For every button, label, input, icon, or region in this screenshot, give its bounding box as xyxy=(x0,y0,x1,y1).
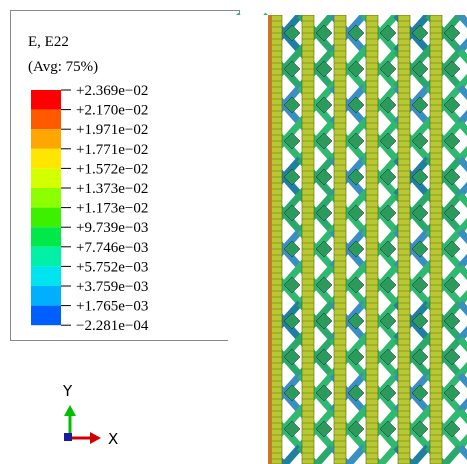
legend-label: +1.572e−02 xyxy=(76,161,148,177)
mesh-clip-left xyxy=(228,15,268,464)
color-band xyxy=(31,306,61,326)
z-axis-marker xyxy=(64,433,72,441)
color-band xyxy=(31,149,61,169)
page: {"legend": { "title": "E, E22", "subtitl… xyxy=(0,0,467,464)
diagonal-strut xyxy=(460,447,467,464)
axis-triad: Y X xyxy=(62,382,118,448)
legend-label: +1.173e−02 xyxy=(76,201,148,217)
viewport: E, E22 (Avg: 75%) +2.369e−02 +2.170e−02 +1… xyxy=(0,0,467,464)
color-band xyxy=(31,266,61,286)
color-band xyxy=(31,247,61,267)
vertical-strut xyxy=(398,15,410,464)
legend-label: +7.746e−03 xyxy=(76,240,148,256)
color-band xyxy=(31,110,61,130)
x-arrow-head xyxy=(90,432,101,444)
color-band xyxy=(31,208,61,228)
legend-label: +1.765e−03 xyxy=(76,299,148,315)
color-band xyxy=(31,90,61,110)
left-edge xyxy=(268,15,272,464)
legend-label: +9.739e−03 xyxy=(76,220,148,236)
legend-label: −2.281e−04 xyxy=(76,318,149,334)
y-arrow-head xyxy=(64,405,76,416)
legend-label: +1.971e−02 xyxy=(76,122,148,138)
legend-label: +2.369e−02 xyxy=(76,83,148,99)
color-band xyxy=(31,188,61,208)
vertical-strut xyxy=(430,15,442,464)
y-axis-label: Y xyxy=(62,382,73,400)
legend-label: +3.759e−03 xyxy=(76,279,148,295)
vertical-strut xyxy=(334,15,346,464)
x-axis-label: X xyxy=(108,430,118,448)
legend-label: +2.170e−02 xyxy=(76,103,148,119)
vertical-strut xyxy=(366,15,378,464)
legend-label: +5.752e−03 xyxy=(76,259,148,275)
legend-label: +1.771e−02 xyxy=(76,142,148,158)
legend-title: E, E22 xyxy=(28,34,69,50)
color-band xyxy=(31,286,61,306)
legend-label: +1.373e−02 xyxy=(76,181,148,197)
mesh-plot xyxy=(228,0,467,464)
color-band xyxy=(31,227,61,247)
mesh-clip-top xyxy=(268,0,467,15)
vertical-strut xyxy=(302,15,314,464)
color-band xyxy=(31,129,61,149)
color-band xyxy=(31,168,61,188)
legend-subtitle: (Avg: 75%) xyxy=(28,59,98,75)
